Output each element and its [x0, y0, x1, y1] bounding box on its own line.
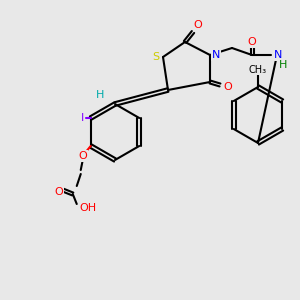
Text: O: O: [78, 151, 87, 161]
Text: H: H: [96, 90, 104, 100]
Text: OH: OH: [80, 203, 97, 213]
Text: N: N: [274, 50, 282, 60]
Text: O: O: [224, 82, 232, 92]
Text: O: O: [248, 37, 256, 47]
Text: I: I: [81, 113, 84, 123]
Text: N: N: [212, 50, 220, 60]
Text: S: S: [152, 52, 160, 62]
Text: O: O: [54, 187, 63, 197]
Text: O: O: [194, 20, 202, 30]
Text: H: H: [279, 60, 287, 70]
Text: CH₃: CH₃: [249, 65, 267, 75]
